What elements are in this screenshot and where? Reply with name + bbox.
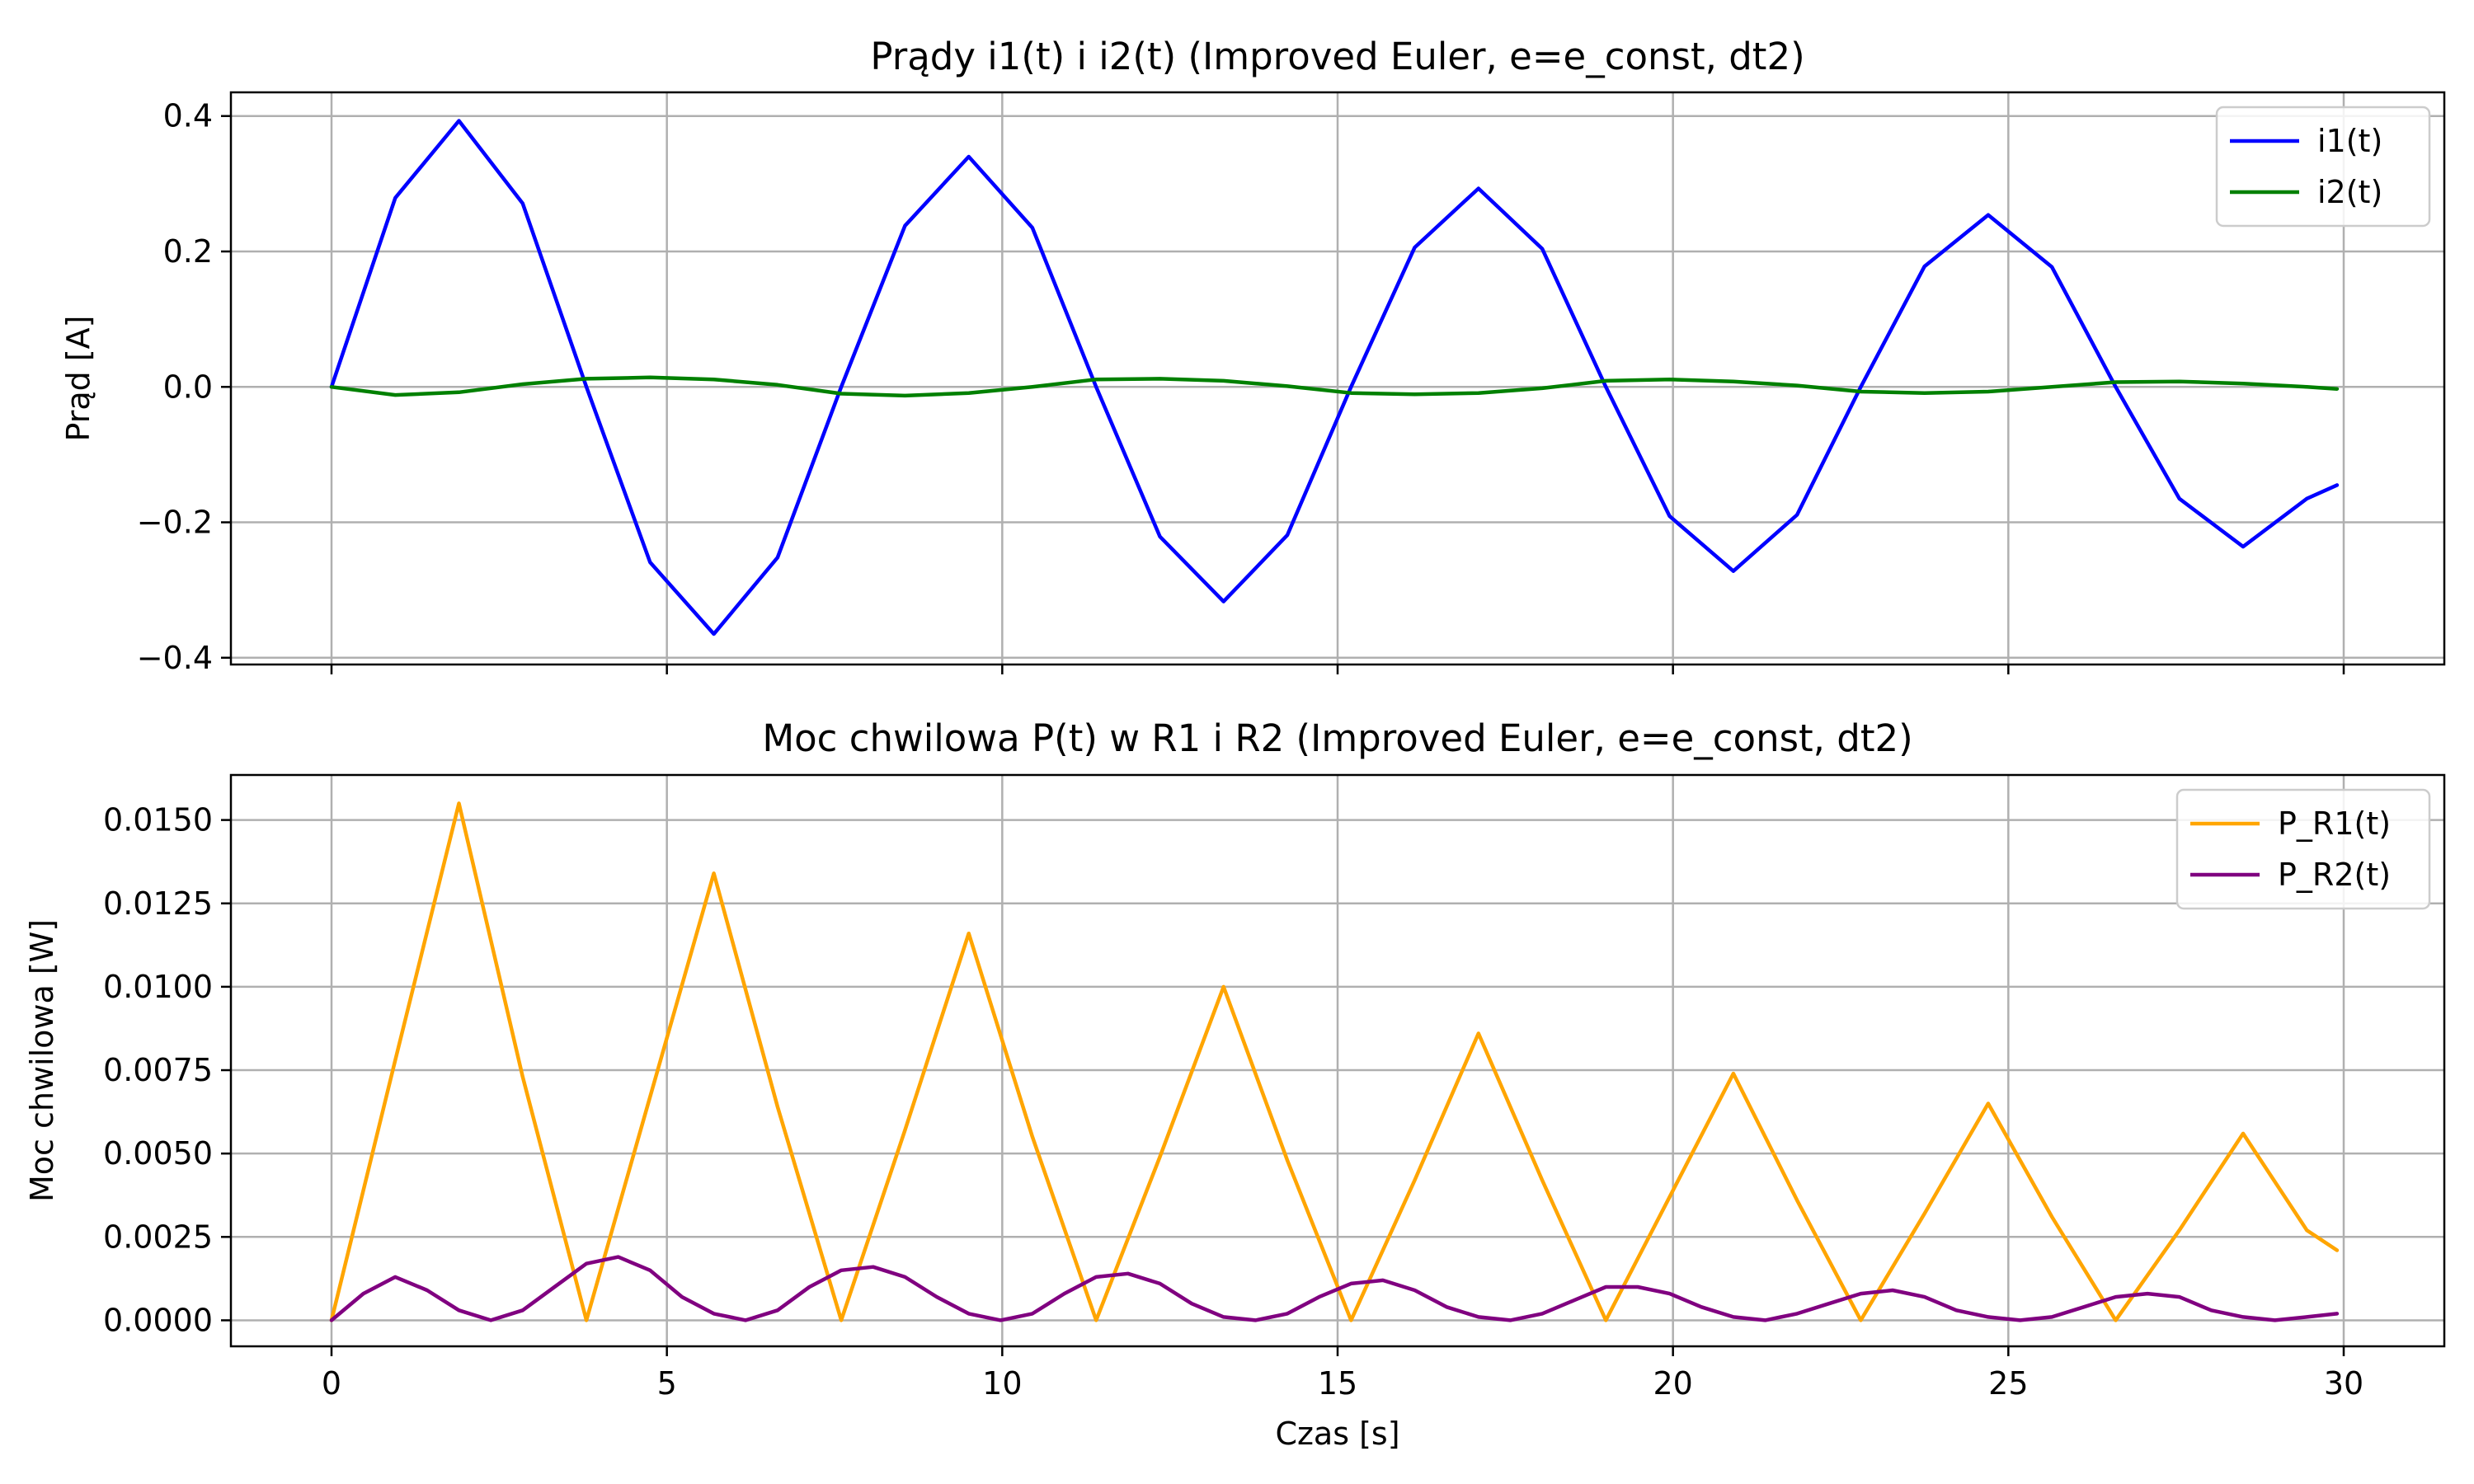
- x-tick-label: 30: [2324, 1365, 2363, 1402]
- y-tick-label: 0.4: [163, 98, 213, 134]
- legend-box: [2175, 788, 2431, 910]
- y-tick-label: −0.2: [137, 505, 213, 541]
- legend-label: P_R2(t): [2278, 857, 2391, 893]
- legend-label: P_R1(t): [2278, 805, 2391, 842]
- series-line-i1-t-: [329, 119, 2340, 636]
- x-tick-label: 10: [982, 1365, 1022, 1402]
- series-lines: [329, 119, 2340, 636]
- x-tick-label: 25: [1988, 1365, 2028, 1402]
- y-axis-ticks: −0.4 −0.2 0.0 0.2 0.4: [137, 98, 231, 676]
- y-tick-label: 0.0050: [103, 1135, 213, 1172]
- x-tick-label: 0: [322, 1365, 341, 1402]
- series-line-p-r1-t-: [329, 801, 2340, 1322]
- y-tick-label: 0.0025: [103, 1219, 213, 1255]
- chart-title: Prądy i1(t) i i2(t) (Improved Euler, e=e…: [870, 35, 1804, 78]
- chart-title: Moc chwilowa P(t) w R1 i R2 (Improved Eu…: [762, 716, 1912, 760]
- y-tick-label: 0.0: [163, 369, 213, 405]
- legend: P_R1(t) P_R2(t): [2175, 788, 2431, 910]
- grid: [231, 775, 2444, 1346]
- series-line-p-r2-t-: [329, 1255, 2340, 1322]
- x-axis-ticks: 0 5 10 15 20 25 30: [322, 1346, 2363, 1402]
- y-tick-label: 0.2: [163, 233, 213, 270]
- y-tick-label: 0.0000: [103, 1302, 213, 1338]
- y-tick-label: 0.0150: [103, 802, 213, 838]
- y-tick-label: −0.4: [137, 640, 213, 676]
- series-line-i2-t-: [329, 375, 2340, 398]
- series-lines: [329, 801, 2340, 1322]
- y-tick-label: 0.0075: [103, 1052, 213, 1088]
- power-chart-panel: Moc chwilowa P(t) w R1 i R2 (Improved Eu…: [24, 716, 2446, 1452]
- y-axis-label: Moc chwilowa [W]: [24, 919, 60, 1202]
- x-axis-ticks: [330, 665, 2345, 674]
- y-tick-label: 0.0100: [103, 969, 213, 1005]
- legend: i1(t) i2(t): [2215, 106, 2431, 228]
- x-axis-label: Czas [s]: [1275, 1416, 1399, 1452]
- legend-box: [2215, 106, 2431, 228]
- x-tick-label: 5: [657, 1365, 677, 1402]
- legend-label: i1(t): [2317, 123, 2382, 159]
- x-tick-label: 15: [1318, 1365, 1357, 1402]
- y-axis-label: Prąd [A]: [60, 315, 96, 441]
- y-tick-label: 0.0125: [103, 885, 213, 922]
- y-axis-ticks: 0.0000 0.0025 0.0050 0.0075 0.0100 0.0125 0.01…: [103, 802, 231, 1338]
- current-chart-panel: Prądy i1(t) i i2(t) (Improved Euler, e=e…: [60, 35, 2446, 676]
- x-tick-label: 20: [1653, 1365, 1692, 1402]
- legend-label: i2(t): [2317, 174, 2382, 210]
